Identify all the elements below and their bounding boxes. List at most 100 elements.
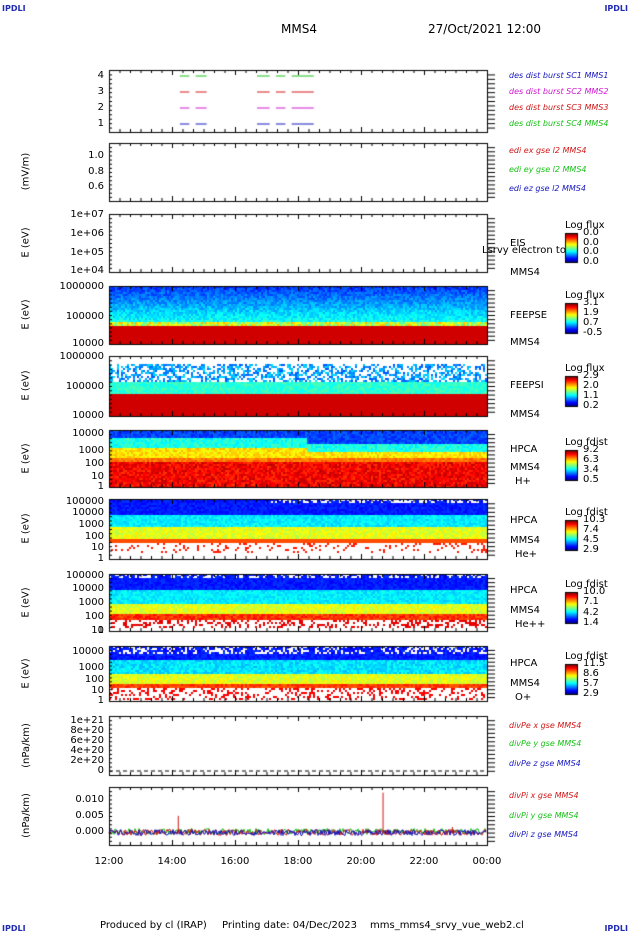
y-tick-label: 1000000 <box>59 351 104 362</box>
overlay-label: Lsrvy electron to <box>482 245 566 256</box>
y-axis-label: E (eV) <box>20 442 32 474</box>
instrument-label: MMS4 <box>510 535 540 546</box>
instrument-label: HPCA <box>510 444 538 455</box>
colorbar-tick-label: 1.4 <box>583 617 599 628</box>
time-tick-label: 16:00 <box>220 856 250 867</box>
y-tick-label: 4e+20 <box>70 745 104 756</box>
instrument-label: MMS4 <box>510 267 540 278</box>
colorbar-tick-label: 7.1 <box>583 596 599 608</box>
colorbar-title: Log flux <box>565 220 605 231</box>
colorbar-title: Log flux <box>565 363 605 374</box>
colorbar-tick-label: 2.9 <box>583 544 599 555</box>
y-tick-label: 0.010 <box>75 794 104 805</box>
instrument-label: MMS4 <box>510 337 540 348</box>
legend-entry: divPi z gse MMS4 <box>509 830 579 839</box>
species-label: O+ <box>515 692 532 703</box>
y-tick-label: 1000 <box>78 662 104 673</box>
y-tick-label: 1 <box>97 553 104 564</box>
corner-tag-top-right: IPDLI <box>604 4 628 13</box>
colorbar-title: Log fdist <box>565 507 608 518</box>
y-tick-label: 1e+05 <box>70 247 104 258</box>
y-tick-label: 1 <box>97 481 104 492</box>
legend-entry: divPe y gse MMS4 <box>509 739 582 748</box>
y-tick-label: 100000 <box>65 381 104 392</box>
colorbar-tick-label: -0.5 <box>583 327 603 338</box>
colorbar-tick-label: 1.9 <box>583 307 599 318</box>
colorbar-tick-label: 0.0 <box>583 227 599 238</box>
colorbar-tick-label: 3.4 <box>583 464 599 475</box>
colorbar-tick-label: 9.2 <box>583 444 599 455</box>
instrument-label: FEEPSE <box>510 310 548 321</box>
legend-entry: divPe z gse MMS4 <box>509 759 581 768</box>
legend-entry: divPi x gse MMS4 <box>509 791 579 800</box>
y-axis-label: E (eV) <box>20 513 32 544</box>
y-tick-label: 100 <box>84 531 104 542</box>
y-tick-label: 2e+20 <box>70 755 104 766</box>
y-tick-label: 10 <box>91 685 104 696</box>
legend-entry: divPe x gse MMS4 <box>509 721 582 730</box>
colorbar-title: Log fdist <box>565 579 608 590</box>
time-tick-label: 12:00 <box>94 856 124 867</box>
colorbar-tick-label: 0.7 <box>583 317 599 328</box>
y-tick-label: 10000 <box>72 583 104 594</box>
y-axis-label: E (eV) <box>20 657 32 689</box>
y-tick-label: 100 <box>84 458 104 469</box>
corner-tag-top-left: IPDLI <box>2 4 26 13</box>
legend-entry: edi ex gse l2 MMS4 <box>509 146 587 155</box>
y-tick-label: 100000 <box>65 570 104 581</box>
legend-entry: des dist burst SC3 MMS3 <box>509 103 609 112</box>
colorbar-tick-label: 1.1 <box>583 390 599 401</box>
y-tick-label: 1e+06 <box>70 228 104 239</box>
species-label: He++ <box>515 619 546 630</box>
time-tick-label: 14:00 <box>157 856 187 867</box>
colorbar-tick-label: 0.2 <box>583 400 599 411</box>
y-tick-label: 10 <box>91 471 104 482</box>
instrument-label: HPCA <box>510 585 538 596</box>
y-tick-label: 100 <box>84 611 104 622</box>
legend-entry: des dist burst SC1 MMS1 <box>509 71 609 80</box>
y-axis-label: (nPa/km) <box>20 722 32 768</box>
colorbar-tick-label: 2.9 <box>583 688 599 699</box>
y-tick-label: 10 <box>91 625 104 636</box>
y-tick-label: 10000 <box>72 338 104 349</box>
y-tick-label: 1000 <box>78 519 104 530</box>
y-tick-label: 2 <box>97 102 104 113</box>
y-tick-label: 10000 <box>72 428 104 439</box>
y-tick-label: 1000000 <box>59 281 104 292</box>
datetime-title: 27/Oct/2021 12:00 <box>428 22 542 36</box>
colorbar-tick-label: 4.2 <box>583 606 599 618</box>
y-tick-label: 0 <box>97 765 104 776</box>
colorbar-tick-label: 0.5 <box>583 474 599 485</box>
y-tick-label: 100000 <box>65 496 104 507</box>
y-axis-label: (nPa/km) <box>20 793 32 838</box>
colorbar-tick-label: 4.5 <box>583 534 599 545</box>
colorbar-tick-label: 0.0 <box>583 236 599 248</box>
time-tick-label: 22:00 <box>409 856 439 867</box>
y-axis-label: E (eV) <box>20 227 32 258</box>
y-tick-label: 3 <box>97 86 104 97</box>
y-axis-label: E (eV) <box>20 370 32 401</box>
colorbar-title: Log fdist <box>565 437 608 448</box>
y-tick-label: 1000 <box>78 445 104 456</box>
time-tick-label: 20:00 <box>346 856 376 867</box>
spacecraft-title: MMS4 <box>281 22 317 36</box>
colorbar-tick-label: 7.4 <box>583 524 599 535</box>
y-tick-label: 1 <box>97 695 104 706</box>
y-tick-label: 1e+21 <box>70 715 104 726</box>
legend-entry: edi ey gse l2 MMS4 <box>509 165 587 174</box>
instrument-label: EIS <box>510 238 526 249</box>
y-tick-label: 10000 <box>72 507 104 518</box>
colorbar-title: Log flux <box>565 290 605 301</box>
colorbar-tick-label: 0.0 <box>583 256 599 267</box>
species-label: He+ <box>515 549 538 560</box>
y-tick-label: 100000 <box>65 311 104 322</box>
legend-entry: divPi y gse MMS4 <box>509 811 579 820</box>
footer-produced-by: Produced by cl (IRAP) <box>100 920 207 931</box>
y-tick-label: 0.6 <box>88 181 104 192</box>
colorbar-tick-label: 2.9 <box>583 370 599 381</box>
footer-printing-date: Printing date: 04/Dec/2023 <box>222 920 358 931</box>
y-tick-label: 4 <box>97 70 104 81</box>
y-tick-label: 1 <box>97 625 104 636</box>
y-axis-label: E (eV) <box>20 586 32 618</box>
